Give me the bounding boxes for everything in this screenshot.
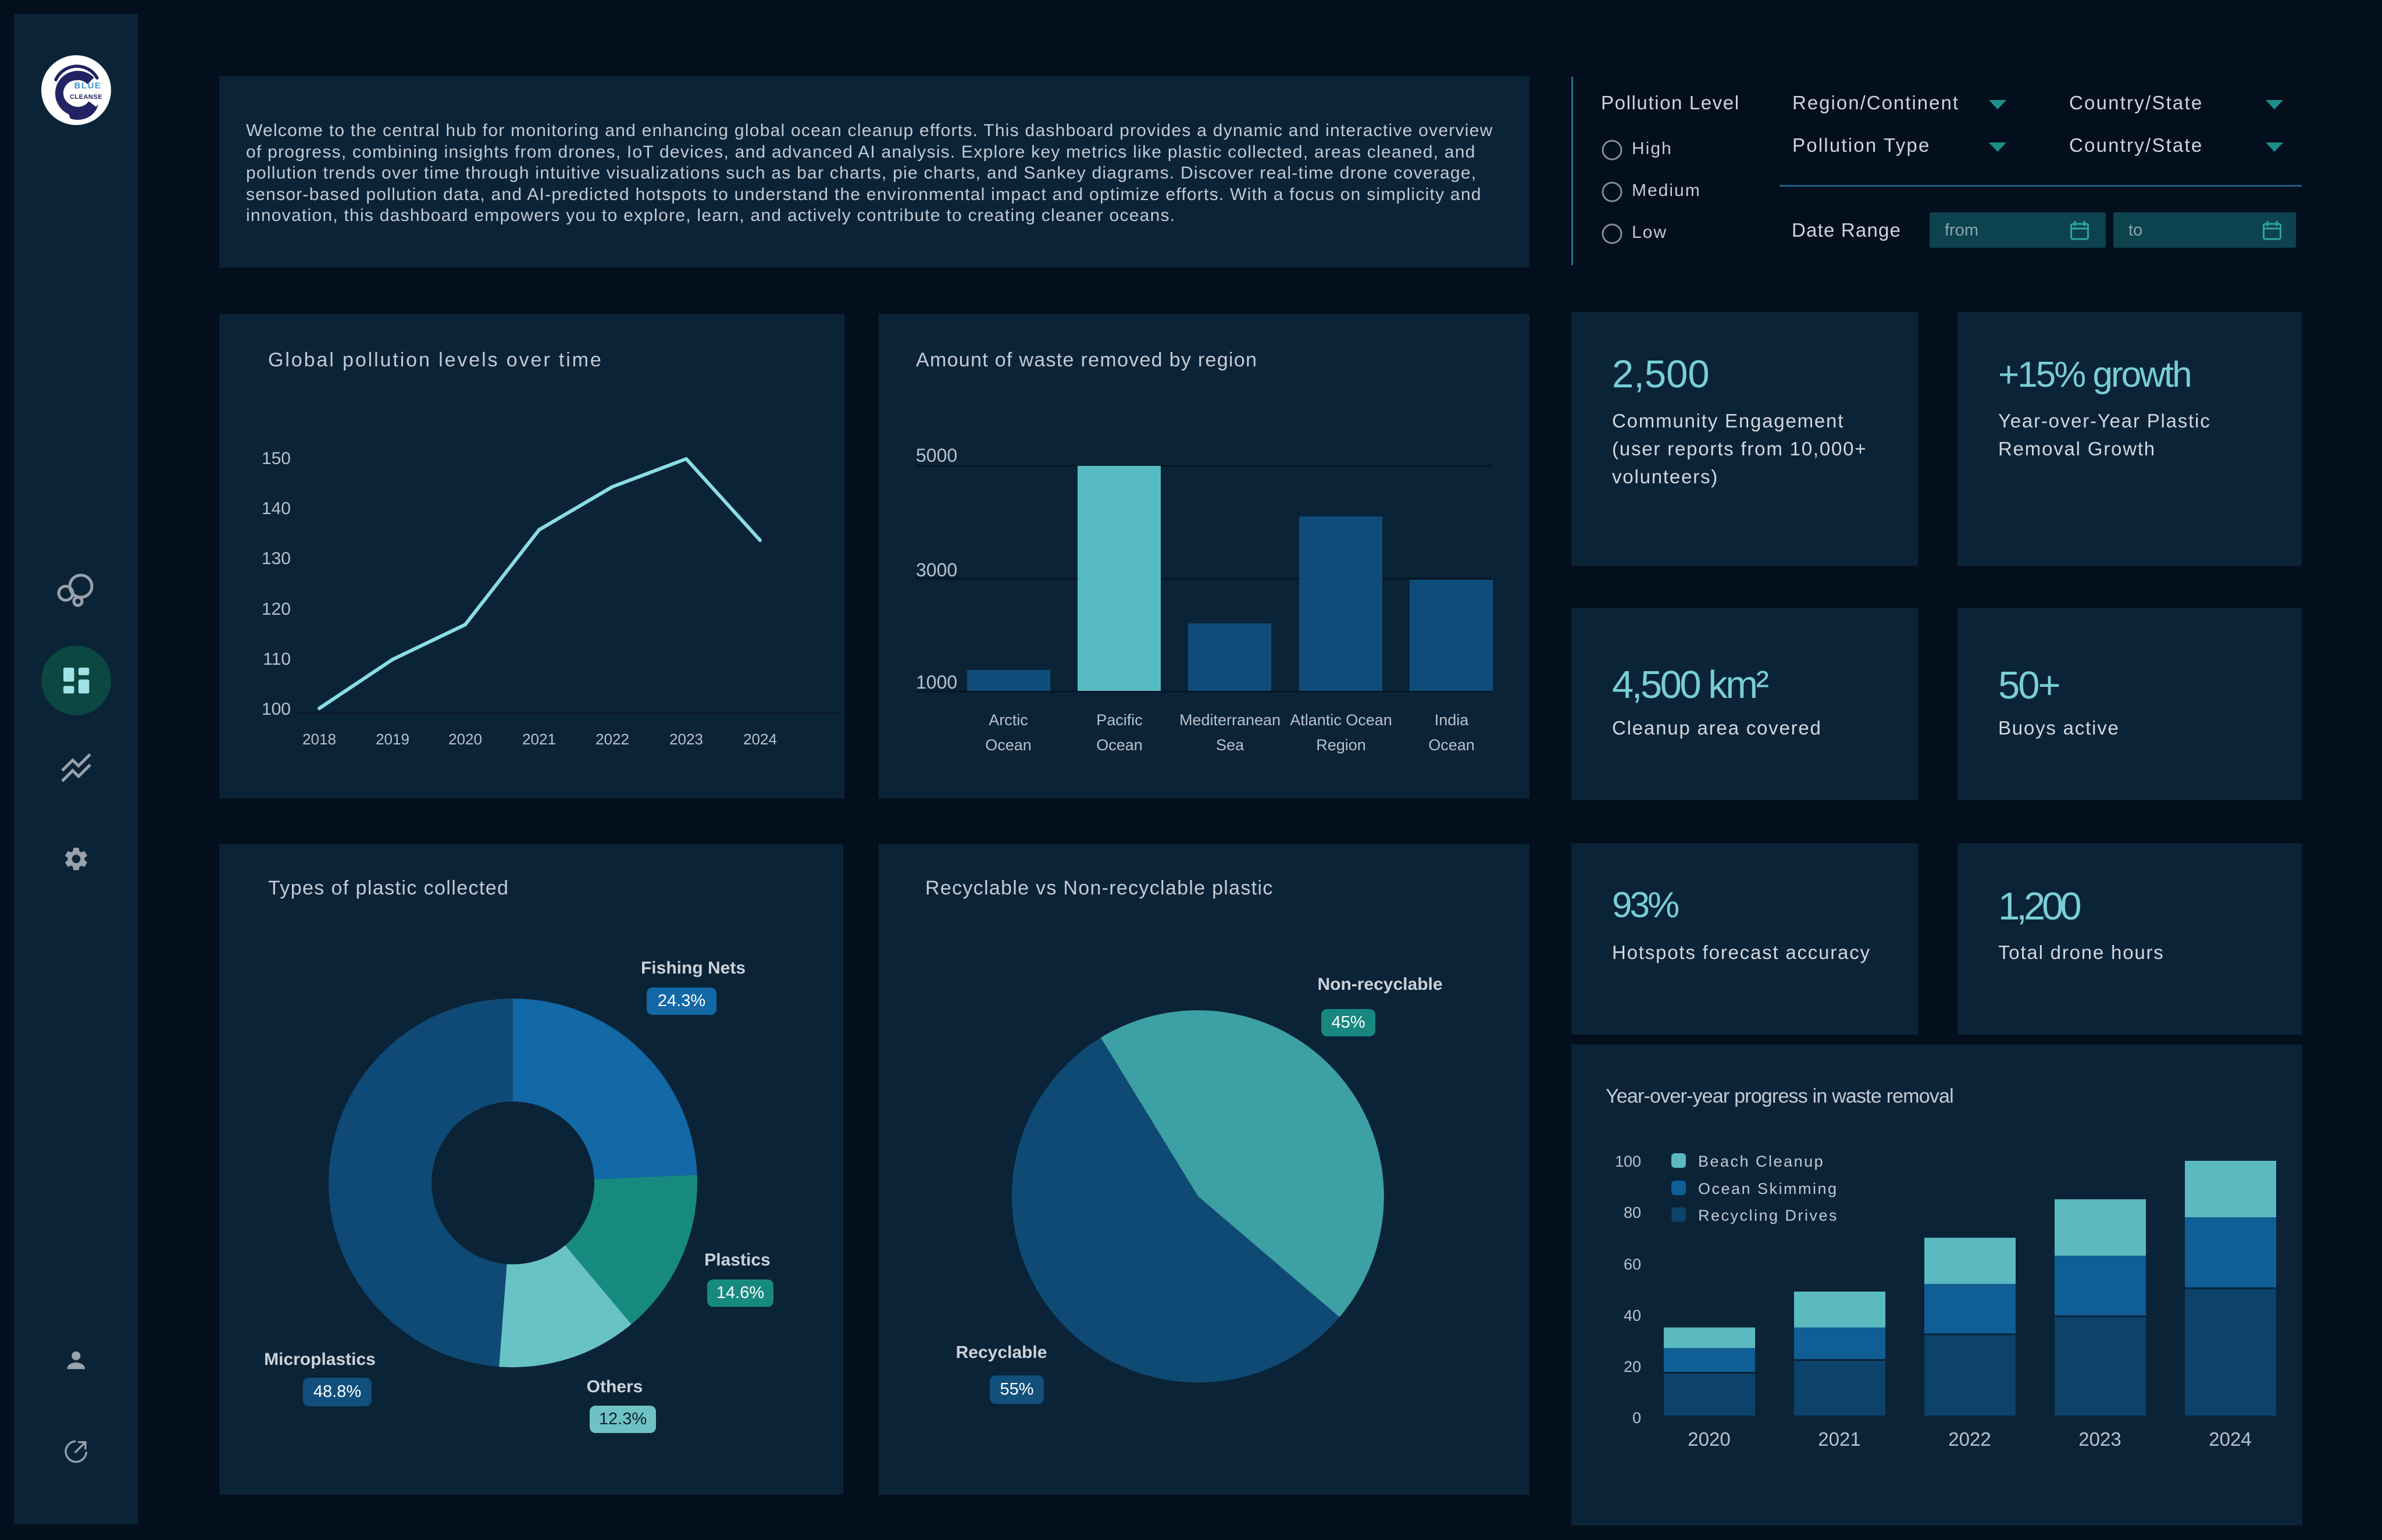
svg-text:100: 100 bbox=[262, 700, 291, 719]
svg-text:40: 40 bbox=[1624, 1307, 1641, 1324]
svg-text:Ocean: Ocean bbox=[1428, 736, 1475, 754]
svg-text:2018: 2018 bbox=[302, 730, 336, 748]
svg-text:India: India bbox=[1435, 711, 1470, 729]
svg-text:60: 60 bbox=[1624, 1256, 1641, 1273]
svg-text:20: 20 bbox=[1624, 1358, 1641, 1375]
svg-text:140: 140 bbox=[262, 499, 291, 518]
svg-text:2024: 2024 bbox=[2209, 1428, 2251, 1450]
svg-text:1000: 1000 bbox=[916, 672, 957, 693]
svg-text:100: 100 bbox=[1615, 1153, 1641, 1170]
svg-text:Sea: Sea bbox=[1216, 736, 1245, 754]
svg-text:120: 120 bbox=[262, 600, 291, 619]
svg-text:2020: 2020 bbox=[1688, 1428, 1730, 1450]
svg-text:2023: 2023 bbox=[2078, 1428, 2121, 1450]
svg-text:BLUE: BLUE bbox=[74, 81, 102, 91]
svg-text:3000: 3000 bbox=[916, 559, 957, 580]
svg-text:2024: 2024 bbox=[743, 730, 777, 748]
svg-text:130: 130 bbox=[262, 549, 291, 568]
svg-text:2020: 2020 bbox=[448, 730, 482, 748]
svg-text:2023: 2023 bbox=[669, 730, 703, 748]
svg-text:Recycling Drives: Recycling Drives bbox=[1698, 1207, 1838, 1224]
svg-text:Ocean: Ocean bbox=[985, 736, 1032, 754]
svg-text:Atlantic Ocean: Atlantic Ocean bbox=[1290, 711, 1392, 729]
svg-text:Arctic: Arctic bbox=[989, 711, 1028, 729]
svg-text:Ocean Skimming: Ocean Skimming bbox=[1698, 1180, 1838, 1197]
svg-text:80: 80 bbox=[1624, 1204, 1641, 1221]
svg-text:Ocean: Ocean bbox=[1096, 736, 1143, 754]
svg-text:2022: 2022 bbox=[596, 730, 629, 748]
svg-text:0: 0 bbox=[1632, 1409, 1641, 1427]
svg-text:Beach Cleanup: Beach Cleanup bbox=[1698, 1153, 1824, 1170]
svg-text:150: 150 bbox=[262, 449, 291, 468]
svg-text:CLEANSE: CLEANSE bbox=[70, 94, 102, 101]
svg-text:Pacific: Pacific bbox=[1096, 711, 1143, 729]
svg-text:2021: 2021 bbox=[1818, 1428, 1860, 1450]
svg-text:2019: 2019 bbox=[376, 730, 409, 748]
svg-text:110: 110 bbox=[263, 650, 291, 669]
svg-text:Region: Region bbox=[1316, 736, 1366, 754]
svg-text:Mediterranean: Mediterranean bbox=[1179, 711, 1281, 729]
svg-text:2021: 2021 bbox=[522, 730, 556, 748]
svg-text:5000: 5000 bbox=[916, 445, 957, 466]
svg-text:2022: 2022 bbox=[1948, 1428, 1991, 1450]
